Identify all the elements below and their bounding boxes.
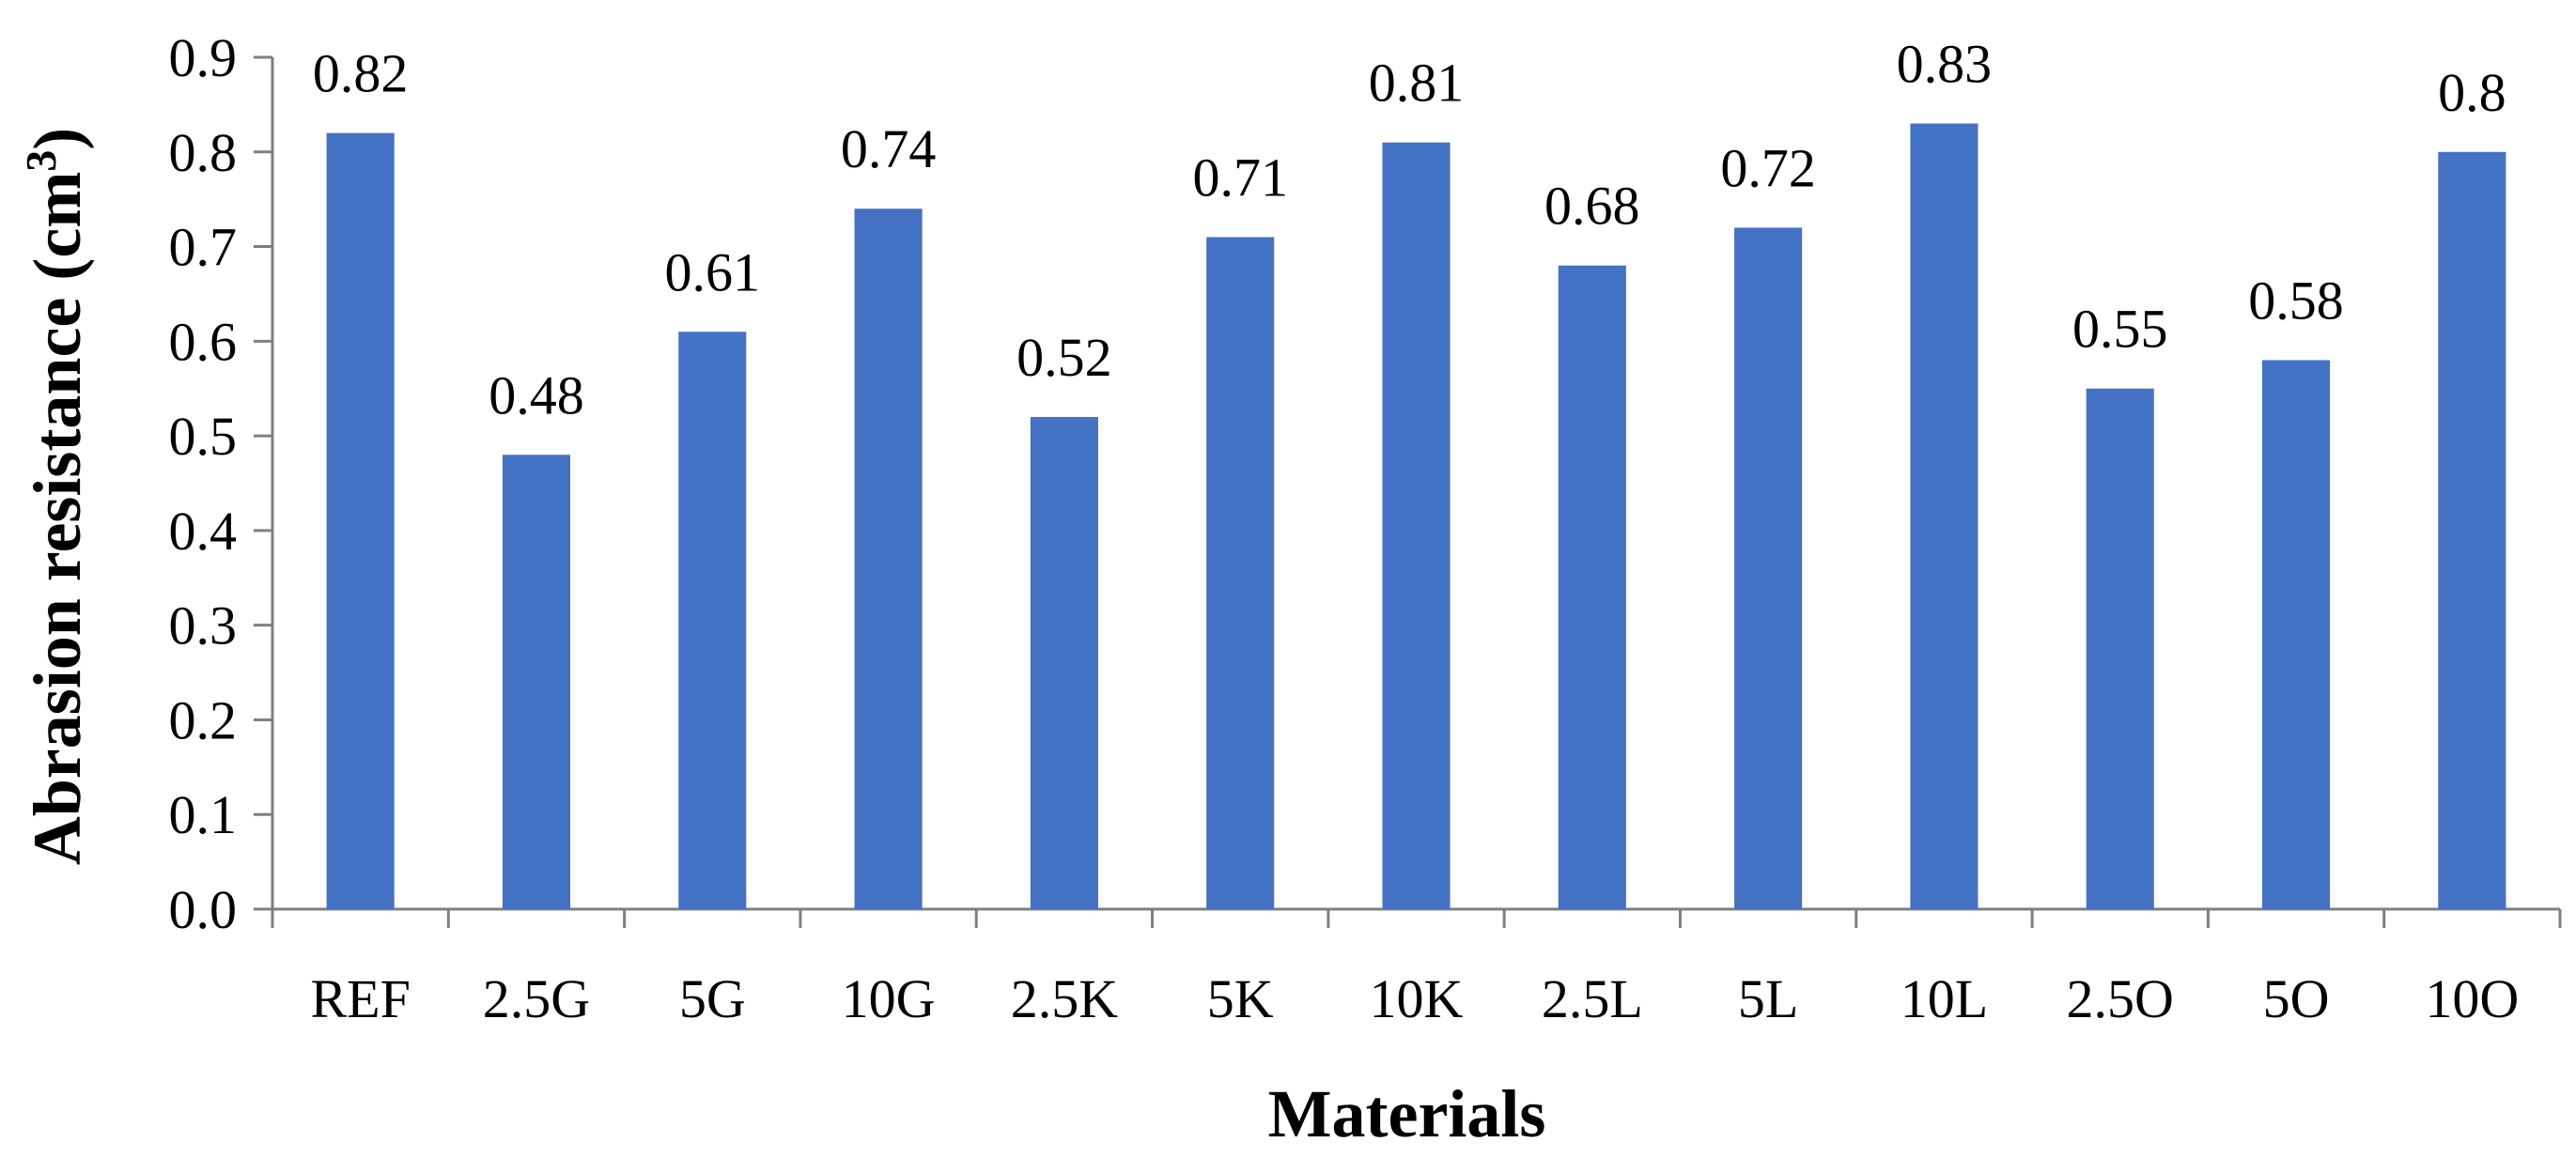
x-tick-label: 2.5G xyxy=(483,968,590,1029)
y-axis-title: Abrasion resistance (cm3) xyxy=(17,128,95,866)
x-tick-label: 10L xyxy=(1901,968,1988,1029)
y-tick-label: 0.1 xyxy=(169,784,238,845)
bar-data-label: 0.83 xyxy=(1897,34,1993,95)
bar-data-label: 0.61 xyxy=(665,241,761,302)
x-tick-label: 10K xyxy=(1370,968,1464,1029)
x-tick-label: 10O xyxy=(2425,968,2519,1029)
x-axis-title: Materials xyxy=(1268,1076,1546,1151)
bar-data-label: 0.8 xyxy=(2438,62,2506,123)
bar xyxy=(2438,151,2506,909)
bar xyxy=(1206,237,1275,909)
y-tick-label: 0.4 xyxy=(169,501,238,562)
x-tick-label: 10G xyxy=(842,968,936,1029)
bar xyxy=(1382,142,1451,909)
bar xyxy=(1910,123,1979,910)
bar-data-label: 0.48 xyxy=(489,364,584,425)
y-axis-title-end: ) xyxy=(20,128,95,150)
bar-data-label: 0.52 xyxy=(1016,327,1112,388)
bar xyxy=(1030,416,1098,909)
bar-data-label: 0.82 xyxy=(313,43,409,104)
bar xyxy=(854,208,923,909)
x-tick-label: 5G xyxy=(679,968,746,1029)
y-tick-label: 0.8 xyxy=(169,122,238,183)
x-tick-label: 2.5L xyxy=(1542,968,1643,1029)
bar xyxy=(2086,388,2154,909)
data-labels: 0.82 0.48 0.61 0.74 0.52 0.71 0.81 0.68 0.72 0.83… xyxy=(313,34,2506,426)
x-tick-label: 5O xyxy=(2263,968,2330,1029)
bar-data-label: 0.68 xyxy=(1544,176,1640,237)
bar xyxy=(2261,360,2331,909)
x-tick-label: 5K xyxy=(1207,968,1274,1029)
y-tick-label: 0.5 xyxy=(169,406,238,467)
bar xyxy=(1558,265,1626,909)
bar-data-label: 0.81 xyxy=(1369,53,1465,114)
y-tick-label: 0.0 xyxy=(169,879,238,940)
y-tick-label: 0.9 xyxy=(169,27,238,88)
bar-data-label: 0.74 xyxy=(841,118,937,179)
y-axis-title-main: Abrasion resistance (cm xyxy=(20,172,95,866)
bar-data-label: 0.55 xyxy=(2072,299,2168,360)
y-tick-label: 0.6 xyxy=(169,311,238,372)
x-tick-label: REF xyxy=(310,968,410,1029)
bar-data-label: 0.72 xyxy=(1720,137,1816,198)
bar-data-label: 0.71 xyxy=(1192,147,1288,208)
y-axis-title-superscript: 3 xyxy=(17,150,65,172)
x-tick-label: 2.5K xyxy=(1011,968,1119,1029)
bar xyxy=(502,455,571,909)
x-tick-label: 2.5O xyxy=(2067,968,2174,1029)
y-tick-label: 0.7 xyxy=(169,217,238,278)
bar xyxy=(1734,227,1803,909)
y-tick-label: 0.3 xyxy=(169,595,238,656)
x-tick-label: 5L xyxy=(1738,968,1798,1029)
bars xyxy=(326,123,2506,910)
x-axis: REF 2.5G 5G 10G 2.5K 5K 10K 2.5L 5L 10L 2.5O 5O 10O xyxy=(271,907,2562,1029)
y-tick-label: 0.2 xyxy=(169,689,238,750)
bar-data-label: 0.58 xyxy=(2248,270,2344,331)
bar xyxy=(678,332,747,909)
bar xyxy=(326,132,395,910)
y-axis: 0.0 0.1 0.2 0.3 0.4 0.5 0.6 0.7 0.8 0.9 xyxy=(169,27,274,940)
